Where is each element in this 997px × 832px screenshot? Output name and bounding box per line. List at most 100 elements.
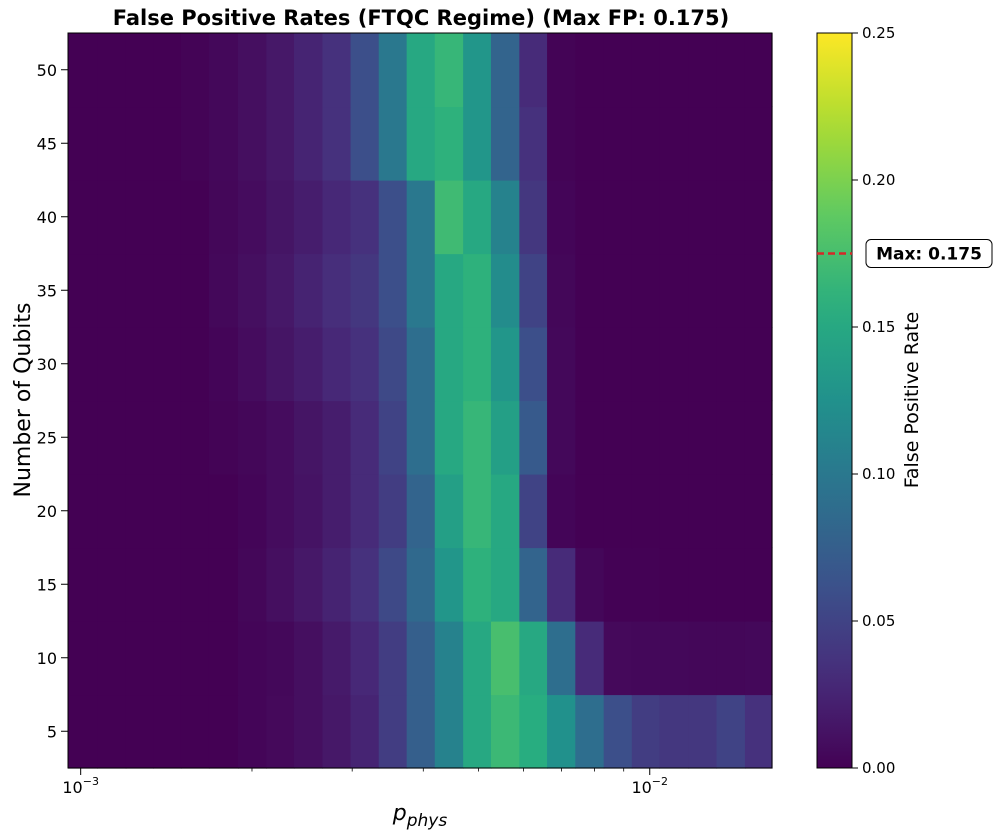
heatmap-cell <box>322 33 352 108</box>
heatmap-cell <box>716 180 746 255</box>
heatmap-cell <box>688 106 718 181</box>
heatmap-cell <box>266 474 295 549</box>
heatmap-cell <box>406 694 436 769</box>
heatmap-cell <box>716 327 746 402</box>
max-label: Max: 0.175 <box>876 245 982 265</box>
colorbar <box>816 32 853 769</box>
heatmap-cell <box>378 694 408 769</box>
heatmap-cell <box>463 474 492 549</box>
heatmap-cell <box>744 327 773 402</box>
max-label-box <box>865 239 993 268</box>
heatmap-cell <box>378 106 408 181</box>
heatmap-cell <box>68 327 98 402</box>
heatmap-cell <box>547 327 576 402</box>
heatmap-cell <box>603 474 633 549</box>
heatmap-cell <box>519 327 548 402</box>
heatmap-cell <box>688 400 718 475</box>
heatmap-cell <box>125 327 154 402</box>
heatmap-cell <box>322 621 352 696</box>
heatmap-cell <box>208 694 239 769</box>
heatmap-cell <box>68 621 98 696</box>
heatmap-cell <box>68 106 98 181</box>
colorbar-tick-label: 0.20 <box>862 171 895 189</box>
heatmap-cell <box>97 547 127 622</box>
heatmap-cells <box>68 33 773 769</box>
colorbar-tick-label: 0.10 <box>862 465 895 483</box>
heatmap-cell <box>659 400 690 475</box>
heatmap-cell <box>322 327 352 402</box>
heatmap-cell <box>406 327 436 402</box>
heatmap-cell <box>659 474 690 549</box>
x-axis-label-main: p <box>392 801 407 826</box>
heatmap-cell <box>238 474 267 549</box>
heatmap-cell <box>547 547 576 622</box>
heatmap-cell <box>322 474 352 549</box>
heatmap-cell <box>266 106 295 181</box>
heatmap-cell <box>378 180 408 255</box>
heatmap-cell <box>659 106 690 181</box>
heatmap-cell <box>208 327 239 402</box>
heatmap-cell <box>238 33 267 108</box>
heatmap-cell <box>659 694 690 769</box>
heatmap-cell <box>125 694 154 769</box>
heatmap-cell <box>547 621 576 696</box>
heatmap-cell <box>575 621 605 696</box>
heatmap-cell <box>180 400 210 475</box>
heatmap-cell <box>434 400 464 475</box>
heatmap-cell <box>688 474 718 549</box>
heatmap-cell <box>406 547 436 622</box>
heatmap-cell <box>266 694 295 769</box>
heatmap-cell <box>575 106 605 181</box>
heatmap-cell <box>744 621 773 696</box>
heatmap-cell <box>208 547 239 622</box>
heatmap-cell <box>208 180 239 255</box>
heatmap-cell <box>238 180 267 255</box>
colorbar-label: False Positive Rate <box>901 312 923 489</box>
heatmap-cell <box>238 400 267 475</box>
heatmap-cell <box>97 474 127 549</box>
heatmap-cell <box>97 694 127 769</box>
heatmap-cell <box>350 33 380 108</box>
heatmap-cell <box>490 474 520 549</box>
y-tick-label: 5 <box>47 722 57 741</box>
colorbar-tick-label: 0.05 <box>862 612 895 630</box>
heatmap-cell <box>378 400 408 475</box>
heatmap-cell <box>547 253 576 328</box>
heatmap-cell <box>575 474 605 549</box>
heatmap-cell <box>293 694 324 769</box>
heatmap-cell <box>434 33 464 108</box>
heatmap-cell <box>238 253 267 328</box>
heatmap-cell <box>463 547 492 622</box>
heatmap-cell <box>519 547 548 622</box>
heatmap-cell <box>631 106 661 181</box>
heatmap-cell <box>688 327 718 402</box>
heatmap-cell <box>293 106 324 181</box>
heatmap-cell <box>659 621 690 696</box>
heatmap-cell <box>208 253 239 328</box>
heatmap-cell <box>631 547 661 622</box>
heatmap-cell <box>716 474 746 549</box>
heatmap-cell <box>293 621 324 696</box>
heatmap-cell <box>519 400 548 475</box>
heatmap-cell <box>603 33 633 108</box>
heatmap-cell <box>603 327 633 402</box>
heatmap-cell <box>519 694 548 769</box>
heatmap-cell <box>463 621 492 696</box>
y-tick-label: 45 <box>37 134 57 153</box>
heatmap-cell <box>603 180 633 255</box>
heatmap-cell <box>266 400 295 475</box>
heatmap-cell <box>350 106 380 181</box>
y-tick-label: 20 <box>37 502 57 521</box>
heatmap-cell <box>603 547 633 622</box>
heatmap-cell <box>293 33 324 108</box>
heatmap-cell <box>97 33 127 108</box>
heatmap-cell <box>490 106 520 181</box>
heatmap-cell <box>547 474 576 549</box>
heatmap-cell <box>208 621 239 696</box>
x-tick-label: 10−2 <box>631 775 668 797</box>
heatmap-cell <box>406 106 436 181</box>
heatmap-cell <box>125 253 154 328</box>
heatmap-cell <box>434 253 464 328</box>
heatmap-cell <box>434 474 464 549</box>
heatmap-cell <box>688 547 718 622</box>
